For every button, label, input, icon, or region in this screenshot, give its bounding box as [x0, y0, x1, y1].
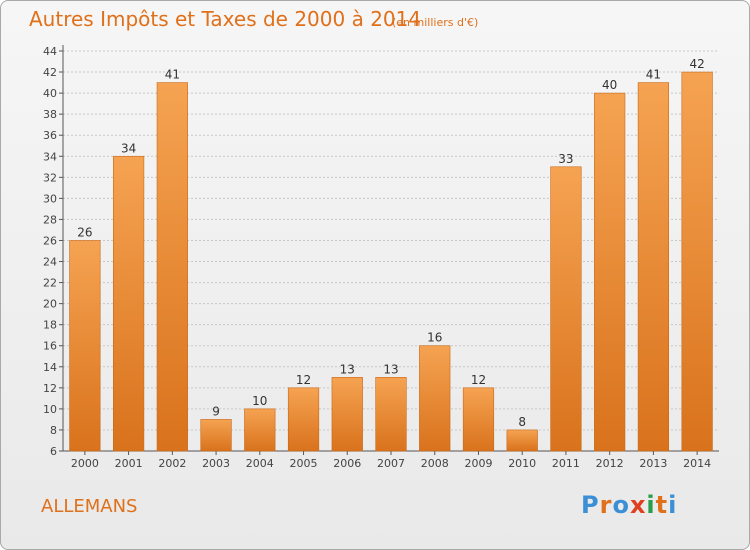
bar-2010	[506, 429, 538, 452]
bar-2002	[156, 82, 188, 452]
x-tick-label-2004: 2004	[246, 457, 274, 470]
y-tick-label: 40	[43, 87, 57, 100]
x-tick-label-2000: 2000	[71, 457, 99, 470]
x-tick-label-2006: 2006	[333, 457, 361, 470]
x-tick-label-2005: 2005	[290, 457, 318, 470]
x-tick-label-2008: 2008	[421, 457, 449, 470]
y-tick-label: 28	[43, 213, 57, 226]
bar-2007	[375, 377, 407, 452]
value-label-2012: 40	[602, 78, 617, 92]
x-tick-label-2011: 2011	[552, 457, 580, 470]
y-tick-label: 8	[50, 424, 57, 437]
value-label-2014: 42	[689, 57, 704, 71]
x-tick-label-2003: 2003	[202, 457, 230, 470]
logo-letter: i	[646, 491, 656, 519]
y-tick-label: 38	[43, 108, 57, 121]
value-label-2013: 41	[646, 68, 661, 82]
y-tick-label: 10	[43, 403, 57, 416]
logo-letter: x	[629, 491, 647, 519]
labels: 6 8 10 12 14 16 18 20 22 24 26 28 30 32 34 36 38 40 42 44 26…	[43, 45, 711, 470]
bars	[69, 71, 713, 452]
commune-name: ALLEMANS	[41, 496, 138, 517]
y-tick-label: 32	[43, 171, 57, 184]
y-tick-label: 42	[43, 66, 57, 79]
x-tick-label-2009: 2009	[464, 457, 492, 470]
x-tick-label-2012: 2012	[596, 457, 624, 470]
value-label-2002: 41	[165, 68, 180, 82]
bar-2003	[200, 419, 232, 452]
x-tick-label-2007: 2007	[377, 457, 405, 470]
value-label-2007: 13	[383, 362, 398, 376]
proxiti-logo: Proxiti	[581, 491, 677, 519]
value-label-2003: 9	[212, 404, 220, 418]
y-tick-label: 22	[43, 277, 57, 290]
y-tick-label: 14	[43, 361, 57, 374]
bar-2008	[419, 345, 451, 452]
x-tick-label-2001: 2001	[115, 457, 143, 470]
bar-2014	[681, 71, 713, 452]
value-label-2011: 33	[558, 152, 573, 166]
logo-letter: t	[655, 491, 669, 519]
logo-letter: r	[599, 491, 613, 519]
bar-2004	[244, 408, 276, 452]
bar-2009	[462, 387, 495, 452]
y-tick-label: 26	[43, 234, 57, 247]
bar-2013	[637, 82, 670, 452]
y-tick-label: 34	[43, 150, 57, 163]
bar-2011	[550, 166, 582, 452]
y-tick-label: 36	[43, 129, 57, 142]
value-label-2005: 12	[296, 373, 311, 387]
value-label-2004: 10	[252, 394, 267, 408]
value-label-2006: 13	[340, 362, 355, 376]
y-tick-label: 20	[43, 298, 57, 311]
x-tick-label-2002: 2002	[158, 457, 186, 470]
value-label-2001: 34	[121, 141, 136, 155]
bar-2001	[112, 155, 145, 452]
x-tick-label-2013: 2013	[639, 457, 667, 470]
chart-subtitle: (en milliers d'€)	[392, 16, 479, 29]
y-tick-label: 24	[43, 256, 57, 269]
y-tick-label: 18	[43, 319, 57, 332]
logo-letter: P	[581, 491, 600, 519]
bar-2000	[69, 240, 101, 452]
value-label-2000: 26	[77, 225, 92, 239]
logo-letter: i	[668, 491, 678, 519]
value-label-2010: 8	[518, 415, 526, 429]
value-label-2008: 16	[427, 331, 442, 345]
bar-2006	[331, 377, 363, 452]
bar-2012	[594, 92, 626, 452]
bar-2005	[287, 387, 320, 452]
y-tick-label: 44	[43, 45, 57, 58]
value-label-2009: 12	[471, 373, 486, 387]
y-tick-label: 6	[50, 445, 57, 458]
chart-title: Autres Impôts et Taxes de 2000 à 2014	[29, 7, 422, 31]
x-tick-label-2014: 2014	[683, 457, 711, 470]
logo-letter: o	[612, 491, 630, 519]
y-tick-label: 16	[43, 340, 57, 353]
x-tick-label-2010: 2010	[508, 457, 536, 470]
y-tick-label: 30	[43, 192, 57, 205]
y-tick-label: 12	[43, 382, 57, 395]
